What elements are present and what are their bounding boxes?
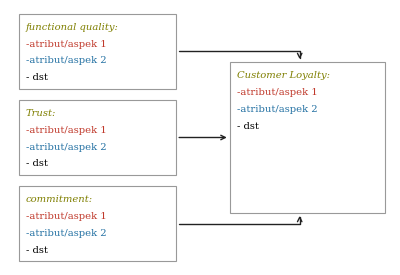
Text: - dst: - dst bbox=[26, 246, 48, 255]
Text: -atribut/aspek 2: -atribut/aspek 2 bbox=[26, 56, 106, 65]
Text: -atribut/aspek 2: -atribut/aspek 2 bbox=[26, 229, 106, 238]
Text: -atribut/aspek 1: -atribut/aspek 1 bbox=[26, 126, 106, 135]
Text: -atribut/aspek 1: -atribut/aspek 1 bbox=[237, 88, 318, 97]
Text: Customer Loyalty:: Customer Loyalty: bbox=[237, 72, 330, 81]
Text: -atribut/aspek 1: -atribut/aspek 1 bbox=[26, 212, 106, 221]
FancyBboxPatch shape bbox=[18, 13, 176, 89]
FancyBboxPatch shape bbox=[230, 62, 385, 213]
Text: -atribut/aspek 1: -atribut/aspek 1 bbox=[26, 40, 106, 49]
Text: Trust:: Trust: bbox=[26, 109, 56, 118]
Text: functional quality:: functional quality: bbox=[26, 23, 118, 32]
Text: commitment:: commitment: bbox=[26, 196, 93, 204]
Text: - dst: - dst bbox=[26, 159, 48, 168]
Text: -atribut/aspek 2: -atribut/aspek 2 bbox=[26, 143, 106, 152]
FancyBboxPatch shape bbox=[18, 100, 176, 175]
Text: -atribut/aspek 2: -atribut/aspek 2 bbox=[237, 105, 317, 114]
Text: - dst: - dst bbox=[237, 122, 258, 131]
FancyBboxPatch shape bbox=[18, 186, 176, 262]
Text: - dst: - dst bbox=[26, 73, 48, 82]
